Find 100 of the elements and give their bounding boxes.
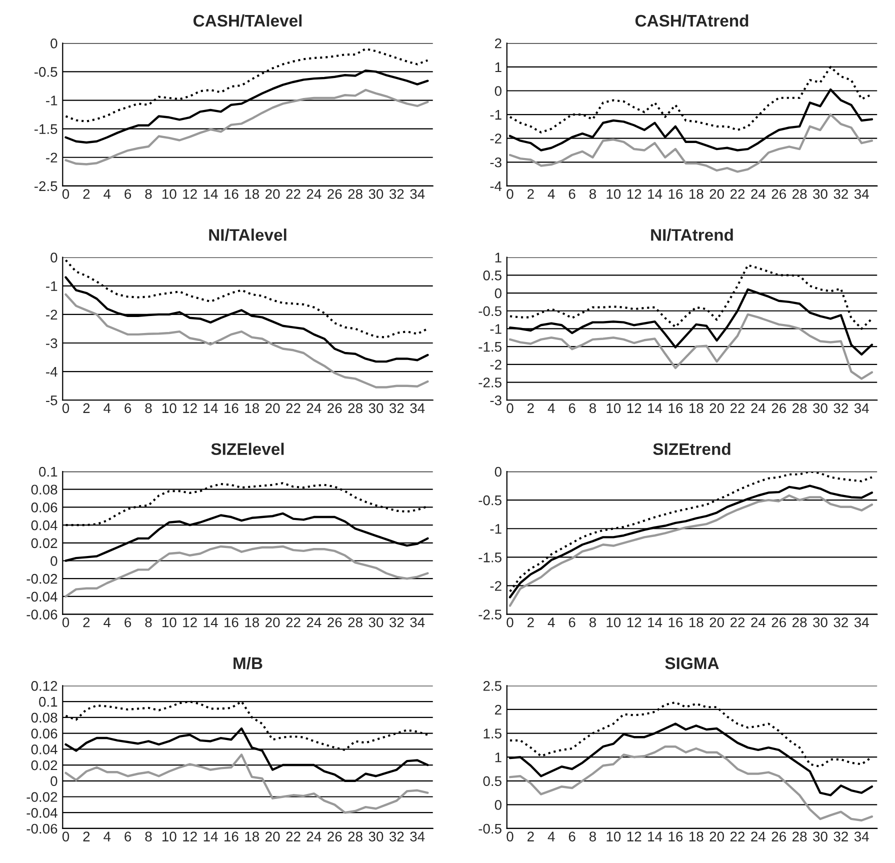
line-series (64, 88, 429, 166)
x-tick-label: 28 (792, 403, 807, 414)
x-tick-label: 0 (62, 617, 70, 628)
y-tick-label: 2.5 (483, 681, 502, 691)
x-tick-label: 30 (813, 403, 828, 414)
y-tick-label: 0.02 (31, 538, 58, 548)
y-tick-label: -0.5 (478, 824, 502, 834)
y-tick-label: 0.1 (39, 466, 58, 477)
x-tick-label: 8 (145, 617, 152, 628)
x-tick-label: 32 (389, 189, 404, 199)
x-tick-label: 20 (710, 832, 724, 842)
chart-title: NI/TAlevel (209, 228, 286, 241)
x-tick-label: 16 (224, 617, 238, 628)
x-tick-label: 34 (410, 189, 425, 199)
y-tick-label: -0.5 (478, 306, 502, 316)
x-tick-label: 14 (648, 189, 662, 199)
x-tick-label: 18 (245, 617, 260, 628)
y-tick-label: 0 (50, 556, 58, 566)
x-tick-label: 32 (834, 832, 848, 842)
x-tick-label: 12 (627, 403, 642, 413)
x-tick-label: 0 (506, 832, 514, 842)
x-tick-label: 28 (348, 189, 362, 199)
x-tick-label: 14 (648, 618, 662, 628)
x-tick-label: 20 (266, 403, 280, 414)
x-tick-label: 34 (854, 403, 869, 414)
line-series (508, 746, 874, 822)
y-tick-label: 1 (495, 752, 502, 762)
x-tick-label: 6 (568, 617, 576, 628)
x-tick-label: 12 (627, 832, 642, 842)
x-tick-label: 32 (834, 189, 848, 199)
x-tick-label: 18 (245, 403, 260, 414)
line-series (64, 754, 429, 814)
y-tick-label: 0.08 (31, 712, 58, 723)
x-tick-label: 4 (104, 832, 111, 842)
x-tick-label: 16 (224, 403, 238, 414)
x-tick-label: 4 (548, 618, 555, 628)
line-series (64, 48, 429, 122)
x-tick-label: 4 (104, 189, 111, 199)
y-tick-label: 0.12 (31, 681, 58, 691)
chart-title: M/B (234, 656, 262, 670)
y-tick-label: -4 (490, 181, 502, 191)
x-tick-label: 34 (854, 617, 869, 628)
x-tick-label: 22 (730, 832, 745, 842)
x-tick-label: 24 (306, 617, 322, 628)
y-tick-label: 2 (495, 38, 502, 48)
x-tick-label: 26 (328, 832, 342, 842)
x-tick-label: 16 (668, 617, 683, 628)
x-tick-label: 30 (813, 617, 828, 628)
line-series (64, 545, 429, 598)
x-tick-label: 18 (689, 617, 704, 628)
x-tick-label: 6 (124, 189, 132, 199)
x-tick-label: 24 (306, 189, 322, 199)
y-tick-label: 1 (495, 62, 502, 72)
x-tick-label: 14 (648, 403, 662, 413)
x-tick-label: 0 (506, 403, 514, 414)
x-tick-label: 16 (224, 189, 238, 199)
y-tick-label: -2.5 (34, 181, 58, 192)
x-tick-label: 10 (606, 189, 621, 199)
y-tick-label: 0 (494, 86, 502, 96)
y-tick-label: 0.02 (31, 760, 58, 770)
x-tick-label: 28 (792, 189, 807, 199)
x-tick-label: 28 (792, 617, 807, 628)
x-tick-label: 4 (548, 189, 555, 199)
x-tick-label: 8 (145, 832, 152, 842)
chart-title: SIZElevel (211, 442, 284, 456)
y-tick-label: -1 (490, 524, 502, 534)
y-tick-label: -5 (46, 396, 58, 406)
y-tick-label: -0.06 (26, 824, 58, 834)
line-series (64, 482, 429, 526)
x-tick-label: 2 (83, 189, 90, 199)
line-series (64, 700, 429, 751)
y-tick-label: 0.06 (31, 728, 58, 738)
y-tick-label: 1.5 (484, 728, 502, 738)
x-tick-label: 30 (368, 832, 384, 842)
x-tick-label: 32 (389, 617, 404, 628)
x-tick-label: 0 (506, 189, 514, 199)
x-tick-label: 30 (368, 403, 384, 414)
x-tick-label: 24 (751, 617, 766, 628)
y-tick-label: -1 (46, 96, 58, 106)
line-series (508, 313, 874, 380)
line-series (64, 293, 429, 388)
x-tick-label: 10 (162, 403, 176, 414)
y-tick-label: 0.5 (483, 776, 502, 786)
x-tick-label: 26 (772, 189, 786, 199)
x-tick-label: 12 (183, 403, 197, 413)
x-tick-label: 18 (245, 189, 260, 199)
x-tick-label: 26 (328, 189, 342, 199)
x-tick-label: 12 (183, 832, 197, 842)
x-tick-label: 6 (124, 403, 132, 414)
y-tick-label: -0.02 (26, 574, 58, 584)
x-tick-label: 4 (548, 403, 555, 413)
chart-title: CASH/TAtrend (635, 14, 748, 27)
x-tick-label: 6 (124, 617, 132, 628)
x-tick-label: 14 (204, 832, 218, 842)
x-tick-label: 14 (204, 403, 218, 413)
x-tick-label: 22 (730, 189, 745, 199)
y-tick-label: -2 (46, 310, 58, 320)
x-tick-label: 18 (245, 832, 260, 842)
x-tick-label: 4 (104, 403, 111, 413)
chart-title: NI/TAtrend (651, 228, 733, 241)
